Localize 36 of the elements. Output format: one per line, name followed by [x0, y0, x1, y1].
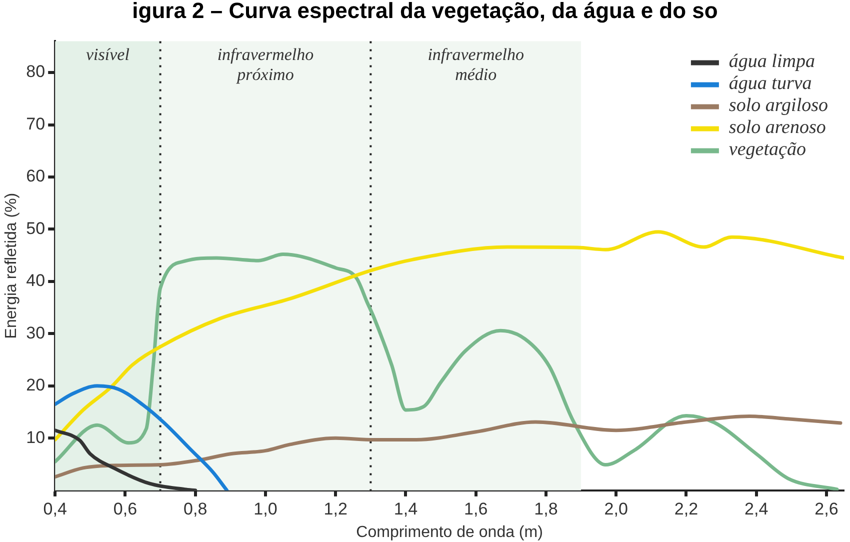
x-tick-label: 2,0: [604, 499, 628, 518]
y-tick-label: 70: [26, 114, 46, 134]
line-series: [55, 252, 839, 490]
y-tick-label: 40: [26, 271, 46, 290]
legend-label: vegetação: [728, 139, 806, 160]
y-tick-label: 30: [26, 323, 46, 342]
x-tick-label: 1,8: [534, 499, 558, 518]
x-tick-label: 0,8: [184, 499, 208, 518]
x-tick-label: 0,4: [43, 499, 67, 518]
line-series: [55, 428, 198, 490]
x-tick-label: 1,6: [464, 499, 488, 518]
x-tick-label: 1,0: [254, 499, 278, 518]
x-tick-label: 1,4: [394, 499, 418, 518]
x-tick-label: 1,2: [324, 499, 348, 518]
x-tick-label: 2,4: [744, 499, 768, 518]
y-tick-label: 50: [26, 218, 46, 238]
x-tick-label: 2,2: [674, 499, 698, 518]
band-label: infravermelho próximo: [217, 45, 314, 84]
legend-label: solo arenoso: [728, 117, 826, 138]
legend-label: solo argiloso: [728, 95, 828, 116]
chart-title: igura 2 – Curva espectral da vegetação, da água e do so: [131, 0, 719, 25]
x-axis-title: Comprimento de onda (m): [356, 524, 543, 541]
line-series: [55, 384, 229, 490]
line-series: [55, 230, 844, 442]
x-tick-label: 2,6: [814, 499, 838, 518]
band-label: infravermelho médio: [428, 45, 524, 84]
y-tick-label: 60: [26, 166, 46, 186]
y-tick-label: 10: [26, 428, 46, 447]
y-tick-label: 20: [26, 376, 46, 395]
band-label: visível: [86, 45, 130, 64]
y-tick-label: 80: [26, 62, 46, 82]
legend-label: água turva: [728, 73, 812, 94]
legend-label: água limpa: [728, 51, 815, 72]
y-axis-title: Energia refletida (%): [3, 192, 20, 339]
x-tick-label: 0,6: [113, 499, 138, 518]
line-series: [55, 414, 842, 479]
